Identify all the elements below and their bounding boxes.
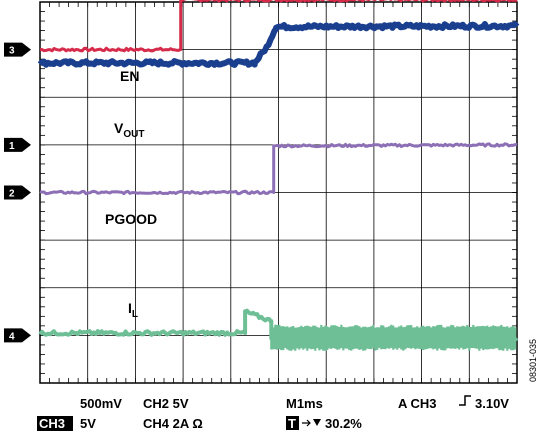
channel-2-marker — [4, 185, 31, 200]
channel-4-marker-label: 4 — [9, 331, 15, 342]
trace-pgood — [39, 142, 518, 196]
label-en: EN — [120, 68, 139, 84]
triangle-down-icon — [313, 419, 321, 426]
ch3-scale: 5V — [80, 416, 96, 431]
channel-markers: 3 1 2 4 — [4, 42, 31, 343]
trigger-source: A CH3 — [398, 396, 437, 411]
figure-id: 08301-035 — [528, 339, 538, 382]
channel-2-marker-label: 2 — [9, 189, 15, 200]
trace-il — [38, 308, 519, 342]
label-vout-main: V — [114, 120, 124, 136]
label-il-main: I — [128, 300, 132, 316]
t-badge: T — [288, 416, 296, 431]
rising-edge-icon — [459, 395, 471, 406]
ch1-scale: 500mV — [80, 396, 122, 411]
channel-1-marker-label: 1 — [9, 141, 15, 152]
trigger-level: 3.10V — [475, 396, 509, 411]
t-badge-box — [286, 416, 299, 430]
label-il: IL — [128, 300, 138, 320]
timebase: M1ms — [286, 396, 323, 411]
trigger-position: 30.2% — [325, 416, 362, 431]
channel-4-marker — [4, 328, 31, 343]
channel-3-marker — [4, 42, 31, 57]
channel-1-marker — [4, 137, 31, 152]
ch3-badge: CH3 — [39, 416, 65, 431]
label-vout: VOUT — [114, 120, 144, 140]
ch3-badge-box — [37, 416, 73, 431]
trace-en — [39, 0, 518, 53]
channel-3-marker-label: 3 — [9, 46, 15, 57]
ch4-scale: CH4 2A Ω — [143, 416, 203, 431]
arrow-right-icon — [302, 419, 311, 427]
label-pgood: PGOOD — [105, 211, 157, 227]
label-il-sub: L — [132, 309, 138, 320]
label-vout-sub: OUT — [123, 129, 144, 140]
trace-layer — [37, 0, 520, 351]
ch2-scale: CH2 5V — [143, 396, 189, 411]
trace-vout — [37, 21, 520, 68]
